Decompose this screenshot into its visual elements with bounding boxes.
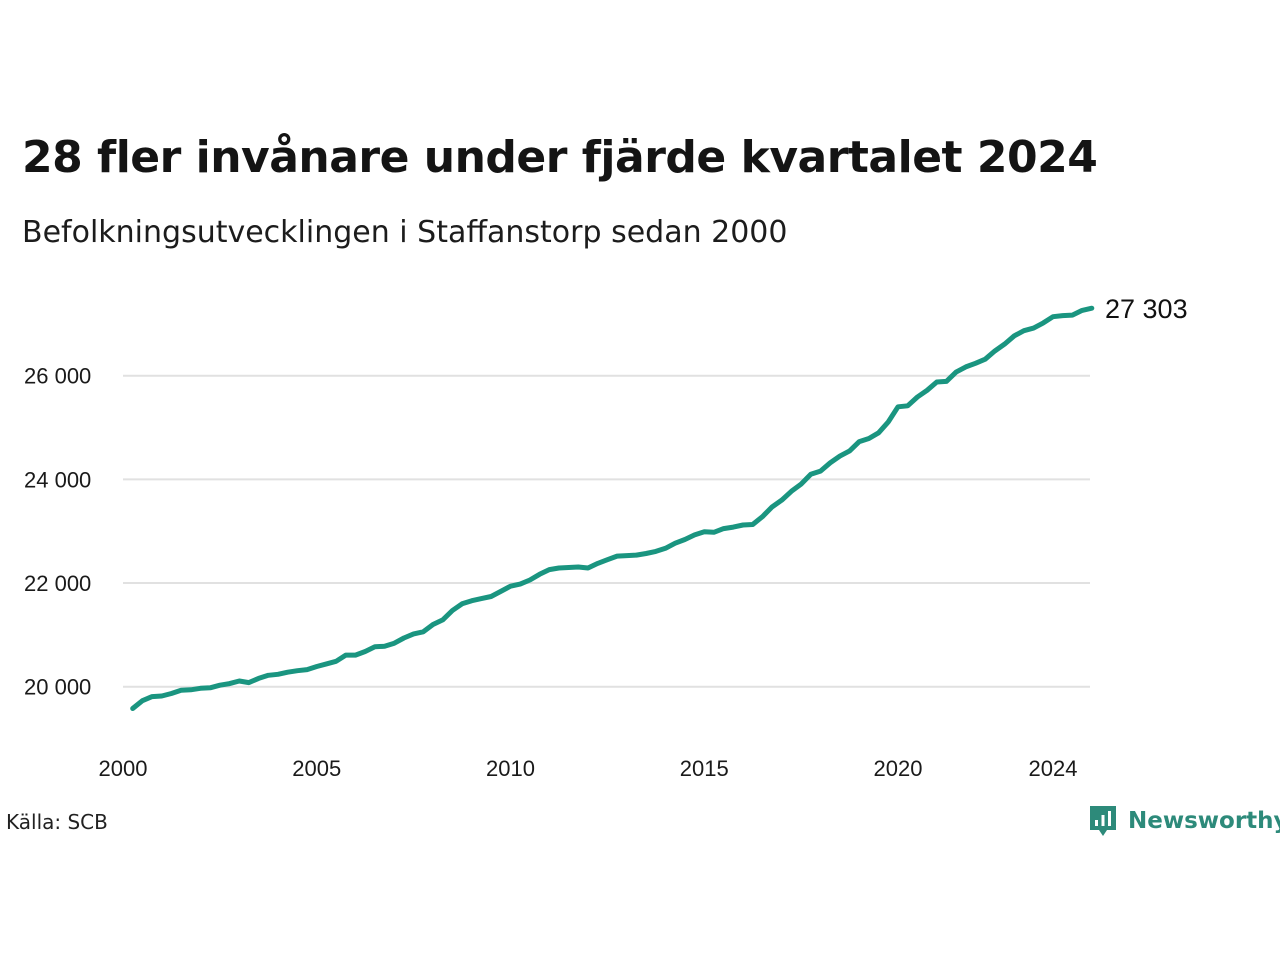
x-tick-label: 2015 <box>680 756 729 781</box>
source-note: Källa: SCB <box>6 810 108 834</box>
newsworthy-logo-icon <box>1090 806 1116 836</box>
series: 27 303 <box>130 294 1188 711</box>
brand-name: Newsworthy <box>1128 808 1280 834</box>
y-tick-label: 20 000 <box>24 675 91 700</box>
y-tick-label: 22 000 <box>24 571 91 596</box>
x-tick-label: 2024 <box>1029 756 1078 781</box>
gridlines <box>123 374 1090 688</box>
x-tick-label: 2010 <box>486 756 535 781</box>
chart-title: 28 fler invånare under fjärde kvartalet … <box>22 132 1098 183</box>
brand-logo[interactable]: Newsworthy <box>1088 804 1280 838</box>
x-tick-label: 2005 <box>292 756 341 781</box>
y-tick-label: 26 000 <box>24 364 91 389</box>
chart-subtitle: Befolkningsutvecklingen i Staffanstorp s… <box>22 215 788 250</box>
y-tick-label: 24 000 <box>24 467 91 492</box>
y-axis: 20 000 22 000 24 000 26 000 <box>24 364 91 700</box>
x-axis: 2000 2005 2010 2015 2020 2024 <box>99 756 1078 781</box>
series-line <box>130 305 1095 711</box>
x-tick-label: 2000 <box>99 756 148 781</box>
x-tick-label: 2020 <box>874 756 923 781</box>
end-value-label: 27 303 <box>1105 294 1188 324</box>
